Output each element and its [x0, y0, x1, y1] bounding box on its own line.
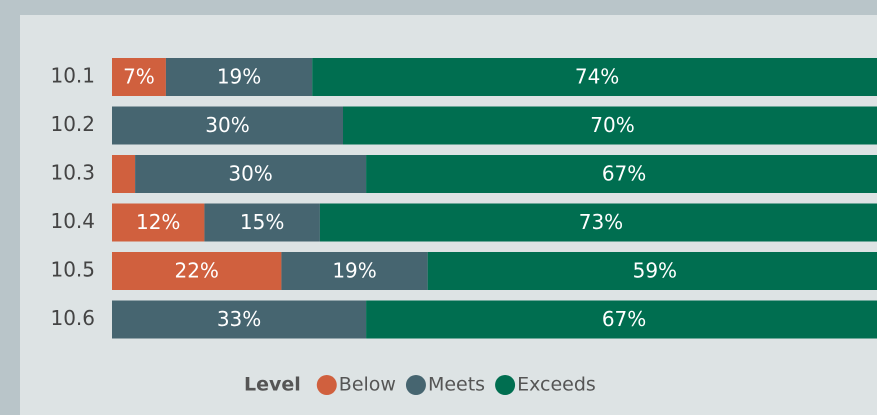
value-label: 74% — [575, 65, 619, 89]
bar-segment — [112, 300, 367, 339]
legend-label: Exceeds — [517, 374, 596, 396]
bar-segment — [135, 155, 367, 193]
bar-segment — [343, 106, 877, 145]
bar-segment — [281, 252, 428, 290]
bar-segment — [165, 58, 313, 96]
bar-segment — [312, 58, 877, 96]
value-label: 30% — [228, 162, 272, 186]
legend-swatch — [405, 375, 426, 395]
bar-segment — [112, 155, 136, 193]
y-tick-label: 10.1 — [50, 64, 95, 88]
bar-segment — [366, 155, 877, 193]
value-label: 22% — [174, 259, 218, 283]
bar-segment — [427, 252, 877, 290]
y-tick-label: 10.3 — [50, 161, 95, 185]
value-label: 19% — [217, 65, 261, 89]
y-tick-label: 10.2 — [50, 112, 95, 136]
value-label: 7% — [123, 65, 155, 89]
value-label: 15% — [240, 210, 284, 234]
bar-segment — [112, 106, 343, 145]
legend-title: Level — [244, 374, 301, 396]
legend-label: Meets — [428, 374, 485, 396]
bar-segment — [204, 203, 320, 242]
legend-swatch — [495, 375, 516, 395]
legend-label: Below — [339, 374, 396, 396]
bar-segment — [112, 58, 166, 96]
value-label: 67% — [602, 307, 646, 331]
legend-swatch — [316, 375, 337, 395]
value-label: 67% — [602, 162, 646, 186]
y-tick-label: 10.6 — [50, 306, 95, 330]
value-label: 12% — [136, 210, 180, 234]
y-tick-label: 10.5 — [50, 258, 95, 282]
value-label: 33% — [217, 307, 261, 331]
value-label: 70% — [590, 113, 634, 137]
bar-segment — [319, 203, 877, 242]
bar-segment — [366, 300, 877, 339]
bar-segment — [112, 252, 282, 290]
value-label: 73% — [579, 210, 623, 234]
y-tick-label: 10.4 — [50, 209, 95, 233]
bar-segment — [112, 203, 205, 242]
value-label: 30% — [205, 113, 249, 137]
value-label: 19% — [332, 259, 376, 283]
value-label: 59% — [633, 259, 677, 283]
